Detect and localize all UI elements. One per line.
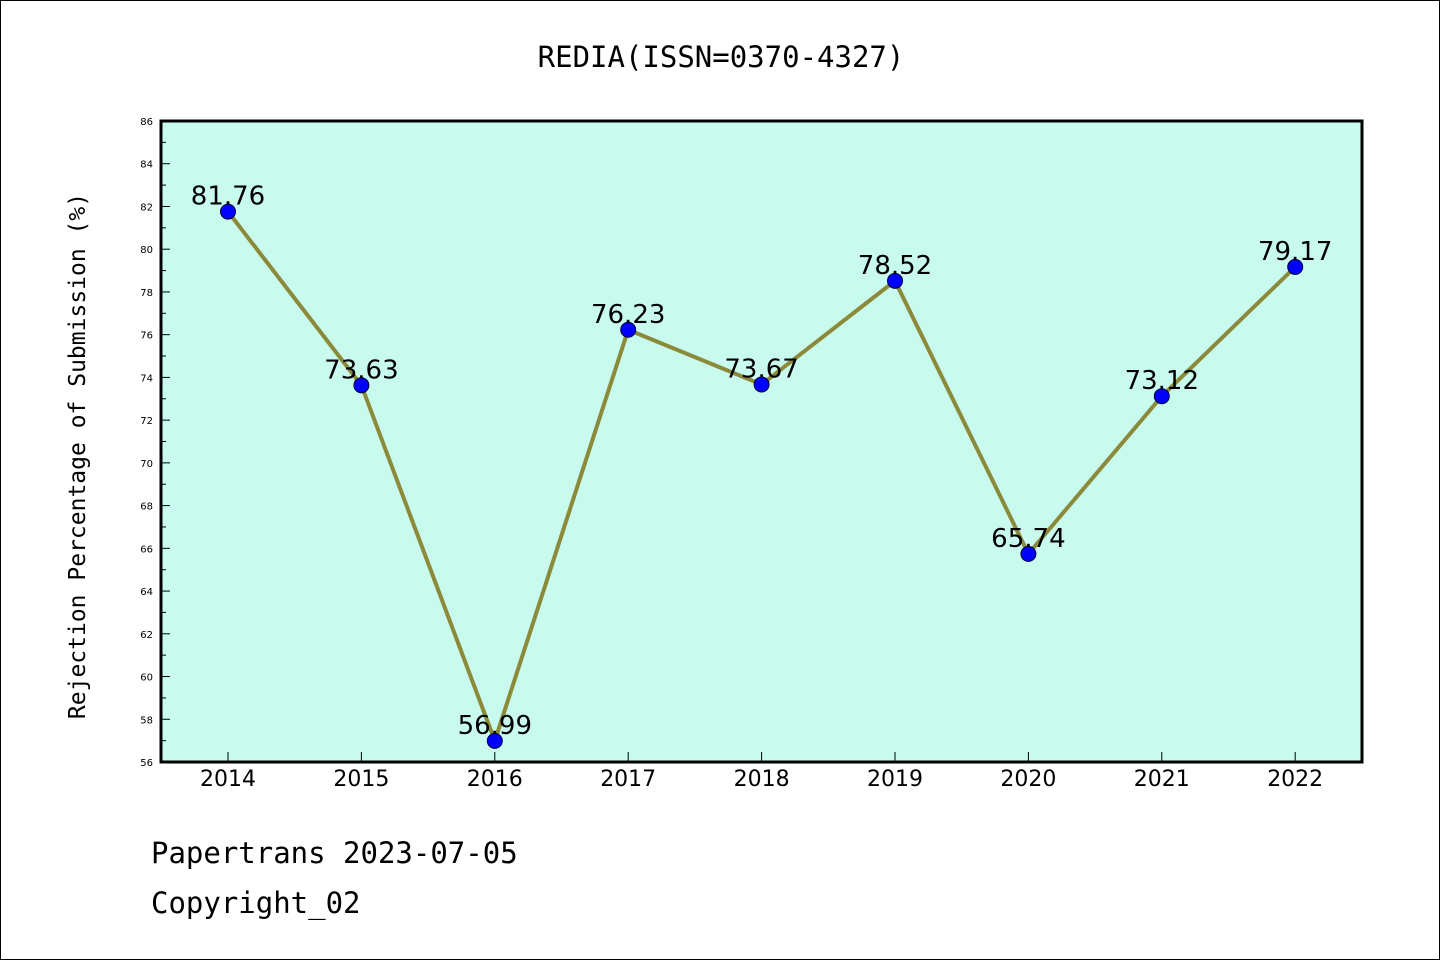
- data-labels-group: 81.76 73.63 56.99 76.23 73.67 78.52 65.74 73.12…: [191, 182, 1333, 741]
- footer-source: Papertrans 2023-07-05: [151, 836, 518, 870]
- data-point-marker: [1153, 388, 1170, 405]
- chart-title: REDIA(ISSN=0370-4327): [538, 40, 905, 74]
- x-tick-label: 2018: [734, 767, 790, 792]
- y-tick-label: 66: [140, 544, 153, 555]
- y-tick-label: 78: [140, 288, 153, 299]
- data-point-marker: [486, 732, 503, 749]
- y-tick-label: 82: [140, 202, 153, 213]
- x-tick-label: 2015: [333, 767, 389, 792]
- data-label: 73.12: [1125, 366, 1199, 396]
- y-axis-ticks: 56 58 60 62 64 66 68 70 72 74 76 78 80 82 84 86: [140, 117, 170, 769]
- data-point-marker: [220, 203, 236, 220]
- y-axis-label: Rejection Percentage of Submission (%): [65, 193, 91, 719]
- y-tick-label: 60: [140, 673, 153, 684]
- y-tick-label: 70: [140, 459, 153, 470]
- data-point-marker: [353, 377, 370, 394]
- data-label: 76.23: [591, 300, 665, 330]
- series-line-group: [220, 203, 1304, 749]
- y-tick-label: 62: [140, 630, 153, 641]
- x-axis-ticks: 2014 2015 2016 2017 2018 2019 2020 2021 2022: [200, 752, 1323, 792]
- x-tick-label: 2022: [1267, 767, 1323, 792]
- data-point-marker: [1287, 258, 1304, 275]
- data-point-marker: [753, 376, 770, 393]
- y-tick-label: 74: [140, 373, 153, 384]
- x-tick-label: 2016: [467, 767, 523, 792]
- y-tick-label: 86: [140, 117, 153, 128]
- data-label: 65.74: [991, 524, 1065, 554]
- footer-copyright: Copyright_02: [151, 886, 361, 920]
- y-tick-label: 80: [140, 245, 153, 256]
- y-tick-label: 72: [140, 416, 153, 427]
- y-tick-label: 58: [140, 715, 153, 726]
- data-point-marker: [620, 321, 637, 338]
- data-label: 78.52: [858, 251, 932, 281]
- data-label: 73.63: [324, 355, 398, 385]
- data-point-marker: [887, 272, 903, 289]
- y-tick-label: 84: [140, 160, 153, 171]
- data-label: 73.67: [724, 354, 798, 384]
- data-label: 79.17: [1258, 237, 1332, 267]
- data-label: 56.99: [458, 711, 532, 741]
- y-tick-label: 56: [140, 758, 153, 769]
- data-point-marker: [1020, 545, 1037, 562]
- y-tick-label: 64: [140, 587, 153, 598]
- y-tick-label: 76: [140, 331, 153, 342]
- x-tick-label: 2017: [600, 767, 656, 792]
- x-tick-label: 2021: [1134, 767, 1190, 792]
- x-tick-label: 2014: [200, 767, 256, 792]
- y-tick-label: 68: [140, 502, 153, 513]
- x-tick-label: 2020: [1000, 767, 1056, 792]
- data-label: 81.76: [191, 182, 265, 212]
- x-tick-label: 2019: [867, 767, 923, 792]
- plot-area: [159, 119, 1364, 764]
